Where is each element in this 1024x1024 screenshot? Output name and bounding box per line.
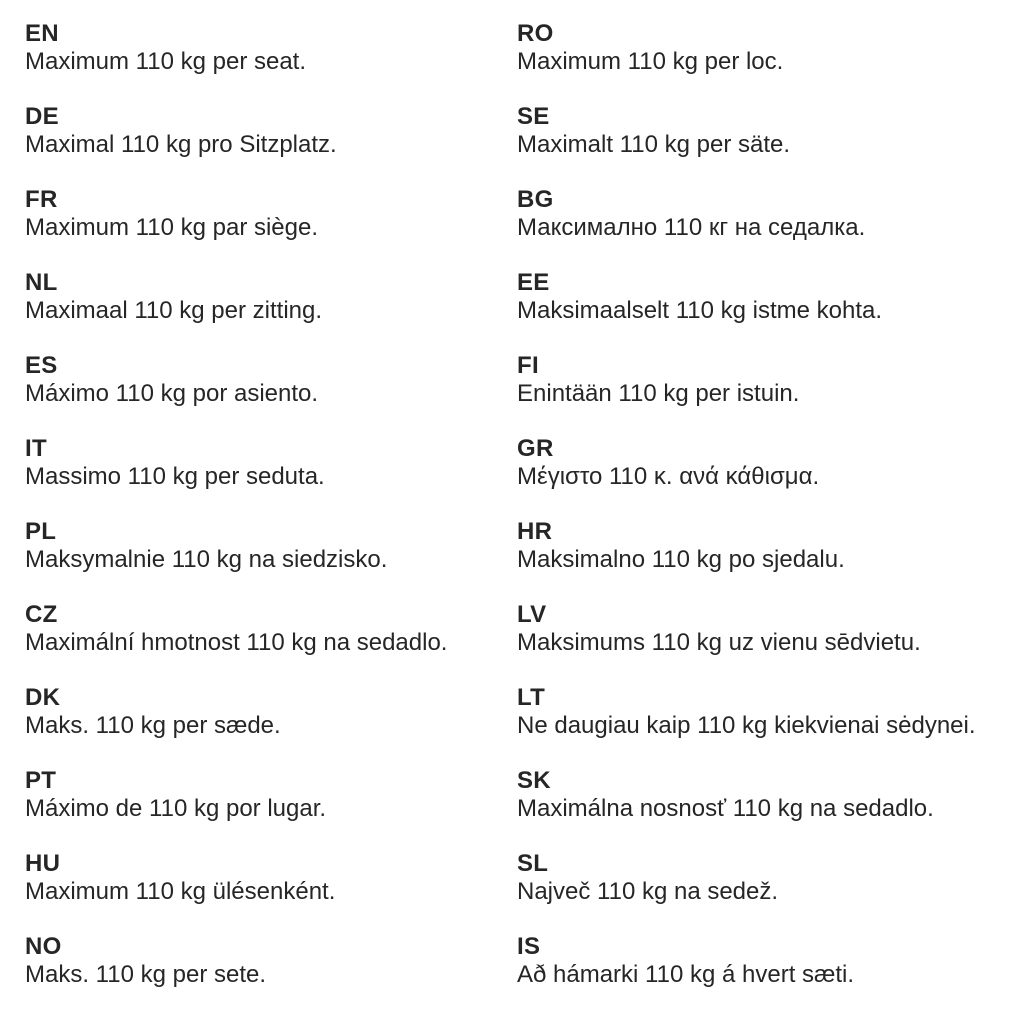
translation-text: Maximum 110 kg per seat. (25, 48, 307, 75)
language-code: SL (517, 850, 549, 877)
language-code: GR (517, 435, 554, 462)
translation-text: Máximo 110 kg por asiento. (25, 380, 319, 407)
translation-text: Maksimums 110 kg uz vienu sēdvietu. (517, 629, 921, 656)
language-entry-cz: CZ Maximální hmotnost 110 kg na sedadlo. (25, 601, 517, 657)
language-entry-pt: PT Máximo de 110 kg por lugar. (25, 767, 517, 823)
right-column: RO Maximum 110 kg per loc. SE Maximalt 1… (517, 20, 999, 1024)
translation-text: Maksimaalselt 110 kg istme kohta. (517, 297, 883, 324)
translation-text: Maksymalnie 110 kg na siedzisko. (25, 546, 388, 573)
translation-text: Maximum 110 kg per loc. (517, 48, 784, 75)
language-code: PT (25, 767, 57, 794)
language-code: LT (517, 684, 546, 711)
language-code: CZ (25, 601, 58, 628)
translation-text: Максимално 110 кг на седалка. (517, 214, 866, 241)
language-code: EE (517, 269, 550, 296)
language-entry-gr: GR Μέγιστο 110 κ. ανά κάθισμα. (517, 435, 999, 491)
translation-text: Maximální hmotnost 110 kg na sedadlo. (25, 629, 448, 656)
translation-text: Enintään 110 kg per istuin. (517, 380, 800, 407)
language-code: HU (25, 850, 61, 877)
translation-text: Maximal 110 kg pro Sitzplatz. (25, 131, 337, 158)
translation-text: Að hámarki 110 kg á hvert sæti. (517, 961, 855, 988)
language-code: PL (25, 518, 57, 545)
language-entry-sk: SK Maximálna nosnosť 110 kg na sedadlo. (517, 767, 999, 823)
language-code: SK (517, 767, 551, 794)
language-code: SE (517, 103, 550, 130)
language-code: RO (517, 20, 554, 47)
translation-text: Maximalt 110 kg per säte. (517, 131, 791, 158)
language-entry-sl: SL Največ 110 kg na sedež. (517, 850, 999, 906)
language-entry-hr: HR Maksimalno 110 kg po sjedalu. (517, 518, 999, 574)
language-entry-pl: PL Maksymalnie 110 kg na siedzisko. (25, 518, 517, 574)
language-code: DK (25, 684, 61, 711)
language-code: NL (25, 269, 58, 296)
translation-text: Maximum 110 kg ülésenként. (25, 878, 336, 905)
translation-text: Maximálna nosnosť 110 kg na sedadlo. (517, 795, 934, 822)
language-entry-fi: FI Enintään 110 kg per istuin. (517, 352, 999, 408)
language-entry-dk: DK Maks. 110 kg per sæde. (25, 684, 517, 740)
translation-text: Maksimalno 110 kg po sjedalu. (517, 546, 845, 573)
language-entry-ro: RO Maximum 110 kg per loc. (517, 20, 999, 76)
language-entry-en: EN Maximum 110 kg per seat. (25, 20, 517, 76)
language-entry-se: SE Maximalt 110 kg per säte. (517, 103, 999, 159)
language-entry-is: IS Að hámarki 110 kg á hvert sæti. (517, 933, 999, 989)
translation-text: Maximaal 110 kg per zitting. (25, 297, 323, 324)
language-code: IT (25, 435, 47, 462)
language-code: HR (517, 518, 553, 545)
language-code: DE (25, 103, 59, 130)
translation-text: Maximum 110 kg par siège. (25, 214, 319, 241)
language-entry-it: IT Massimo 110 kg per seduta. (25, 435, 517, 491)
language-entry-hu: HU Maximum 110 kg ülésenként. (25, 850, 517, 906)
left-column: EN Maximum 110 kg per seat. DE Maximal 1… (25, 20, 517, 1024)
language-entry-fr: FR Maximum 110 kg par siège. (25, 186, 517, 242)
translation-text: Μέγιστο 110 κ. ανά κάθισμα. (517, 463, 820, 490)
language-code: ES (25, 352, 58, 379)
language-code: FR (25, 186, 58, 213)
language-code: EN (25, 20, 59, 47)
translation-text: Ne daugiau kaip 110 kg kiekvienai sėdyne… (517, 712, 976, 739)
language-entry-nl: NL Maximaal 110 kg per zitting. (25, 269, 517, 325)
language-code: NO (25, 933, 62, 960)
language-entry-es: ES Máximo 110 kg por asiento. (25, 352, 517, 408)
translation-text: Maks. 110 kg per sete. (25, 961, 267, 988)
language-entry-de: DE Maximal 110 kg pro Sitzplatz. (25, 103, 517, 159)
language-code: FI (517, 352, 539, 379)
translation-text: Massimo 110 kg per seduta. (25, 463, 325, 490)
language-entry-lt: LT Ne daugiau kaip 110 kg kiekvienai sėd… (517, 684, 999, 740)
translation-text: Maks. 110 kg per sæde. (25, 712, 281, 739)
language-entry-ee: EE Maksimaalselt 110 kg istme kohta. (517, 269, 999, 325)
language-code: BG (517, 186, 554, 213)
language-code: LV (517, 601, 547, 628)
language-code: IS (517, 933, 541, 960)
language-entry-no: NO Maks. 110 kg per sete. (25, 933, 517, 989)
language-entry-lv: LV Maksimums 110 kg uz vienu sēdvietu. (517, 601, 999, 657)
translation-text: Máximo de 110 kg por lugar. (25, 795, 327, 822)
translation-text: Največ 110 kg na sedež. (517, 878, 779, 905)
language-entry-bg: BG Максимално 110 кг на седалка. (517, 186, 999, 242)
